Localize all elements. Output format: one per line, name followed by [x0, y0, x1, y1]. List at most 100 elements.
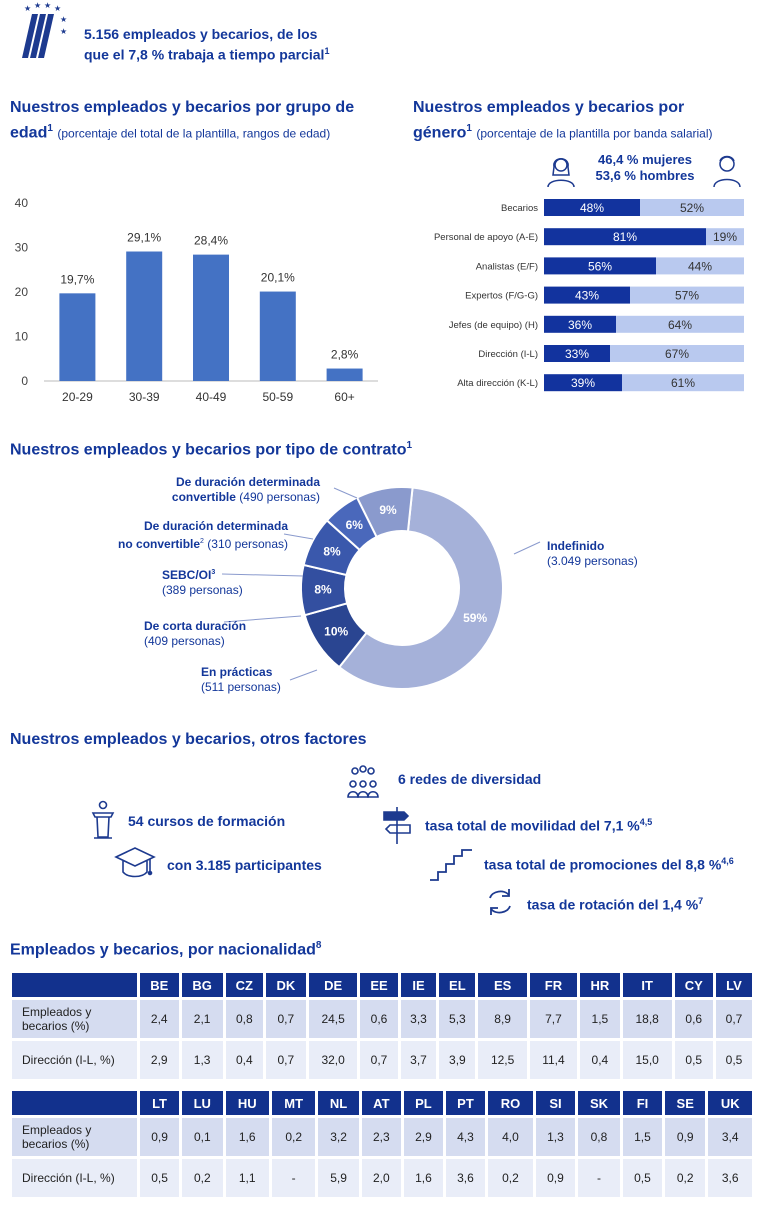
- row-label: Dirección (I-L, %): [12, 1041, 137, 1079]
- country-code: LT: [140, 1091, 180, 1115]
- women-bar: [544, 228, 706, 246]
- table-cell: 2,4: [140, 1000, 179, 1038]
- table-cell: 0,9: [665, 1118, 706, 1156]
- country-code: PL: [403, 1091, 443, 1115]
- table-cell: 1,6: [403, 1159, 443, 1197]
- people-group-icon: [346, 764, 380, 803]
- country-code: EE: [360, 973, 398, 997]
- bar: [193, 254, 229, 381]
- men-bar: [706, 228, 744, 246]
- x-tick-label: 60+: [334, 390, 354, 404]
- row-label: Dirección (I-L, %): [12, 1159, 137, 1197]
- women-total: 46,4 % mujeres: [598, 152, 692, 167]
- table-cell: 0,4: [579, 1041, 620, 1079]
- table-cell: 0,5: [674, 1041, 713, 1079]
- age-title-line1: Nuestros empleados y becarios por grupo …: [10, 99, 355, 116]
- label-sebc: SEBC/OI3 (389 personas): [162, 568, 243, 597]
- men-bar: [616, 315, 744, 333]
- rotation-note: 7: [698, 896, 704, 906]
- table-cell: 0,6: [360, 1000, 398, 1038]
- country-code: ES: [478, 973, 527, 997]
- gender-title-line2: género: [413, 124, 467, 142]
- category-label: Alta dirección (K-L): [457, 378, 538, 389]
- logo: ★ ★ ★ ★ ★ ★: [10, 1, 68, 60]
- bar: [259, 291, 296, 381]
- country-code: CY: [674, 973, 713, 997]
- y-tick-label: 30: [15, 241, 29, 255]
- svg-text:★: ★: [34, 2, 41, 10]
- table-cell: 4,3: [445, 1118, 485, 1156]
- women-value-label: 39%: [571, 376, 595, 390]
- x-tick-label: 40-49: [196, 390, 227, 404]
- table-cell: 0,2: [665, 1159, 706, 1197]
- leader-line: [283, 533, 314, 540]
- leader-line: [221, 573, 304, 577]
- women-bar: [544, 374, 622, 392]
- participants-text: con 3.185 participantes: [167, 857, 322, 873]
- country-code: FI: [622, 1091, 662, 1115]
- contract-title-note: 1: [406, 440, 413, 451]
- y-tick-label: 10: [15, 330, 29, 344]
- women-value-label: 36%: [568, 318, 592, 332]
- table-cell: 2,3: [361, 1118, 401, 1156]
- podium-icon: [90, 800, 116, 845]
- country-code: SE: [665, 1091, 706, 1115]
- bar-value-label: 19,7%: [60, 272, 94, 286]
- table-cell: 0,5: [716, 1041, 752, 1079]
- label-indefinido: Indefinido (3.049 personas): [547, 539, 638, 568]
- mobility-note: 4,5: [639, 817, 653, 827]
- slice-value-label: 59%: [463, 611, 487, 625]
- country-code: RO: [488, 1091, 533, 1115]
- table-cell: 0,7: [265, 1000, 306, 1038]
- nationality-table-1: BE BG CZ DK DE EE IE EL ES FR HR IT CY LV Empleados y …: [9, 970, 755, 1082]
- leader-line: [513, 541, 541, 555]
- table-cell: 0,8: [225, 1000, 263, 1038]
- graduation-cap-icon: [114, 845, 156, 886]
- table-cell: 1,5: [622, 1118, 662, 1156]
- courses-text: 54 cursos de formación: [128, 813, 286, 829]
- donut-slice: [355, 486, 414, 539]
- gender-title-line1: Nuestros empleados y becarios por: [413, 99, 685, 116]
- table-cell: 3,3: [400, 1000, 437, 1038]
- nationality-table-2: LT LU HU MT NL AT PL PT RO SI SK FI SE UK Empleados y …: [9, 1088, 755, 1200]
- women-value-label: 43%: [575, 289, 599, 303]
- table-cell: 3,2: [318, 1118, 359, 1156]
- table-cell: 2,1: [181, 1000, 223, 1038]
- table-cell: -: [271, 1159, 316, 1197]
- age-title: Nuestros empleados y becarios por grupo …: [10, 97, 400, 144]
- nationality-title-text: Empleados y becarios, por nacionalidad: [10, 941, 316, 959]
- contract-donut: 59% 10% 8% 8% 6% 9%: [221, 486, 541, 690]
- svg-text:★: ★: [60, 27, 67, 36]
- woman-icon: [544, 150, 578, 193]
- bar-value-label: 2,8%: [331, 348, 359, 362]
- bar-value-label: 29,1%: [127, 231, 161, 245]
- label-corta: De corta duración (409 personas): [144, 619, 247, 648]
- donut-slice: [337, 486, 504, 690]
- header-line2: que el 7,8 % trabaja a tiempo parcial: [84, 46, 325, 63]
- mobility-value: tasa total de movilidad del 7,1 %: [425, 817, 640, 834]
- category-label: Expertos (F/G-G): [465, 291, 538, 302]
- table-cell: 2,9: [140, 1041, 179, 1079]
- table-cell: 7,7: [529, 1000, 577, 1038]
- leader-line: [223, 615, 302, 623]
- country-code: SI: [535, 1091, 575, 1115]
- row-label: Empleados y becarios (%): [12, 1118, 137, 1156]
- header-headline: 5.156 empleados y becarios, de los que e…: [84, 26, 329, 64]
- table-cell: 3,9: [439, 1041, 476, 1079]
- table-cell: 8,9: [478, 1000, 527, 1038]
- y-tick-label: 40: [15, 196, 29, 210]
- age-subtitle: (porcentaje del total de la plantilla, r…: [57, 126, 331, 141]
- slice-value-label: 9%: [379, 503, 397, 517]
- promotions-value: tasa total de promociones del 8,8 %: [484, 856, 722, 873]
- man-icon: [710, 150, 744, 193]
- svg-text:★: ★: [24, 4, 31, 13]
- women-value-label: 33%: [565, 347, 589, 361]
- country-code: CZ: [225, 973, 263, 997]
- age-title-note: 1: [47, 123, 53, 134]
- age-title-line2: edad: [10, 124, 48, 142]
- table-cell: 18,8: [622, 1000, 672, 1038]
- country-code: UK: [708, 1091, 752, 1115]
- country-code: PT: [445, 1091, 485, 1115]
- table-cell: 4,0: [488, 1118, 533, 1156]
- table-cell: 1,3: [535, 1118, 575, 1156]
